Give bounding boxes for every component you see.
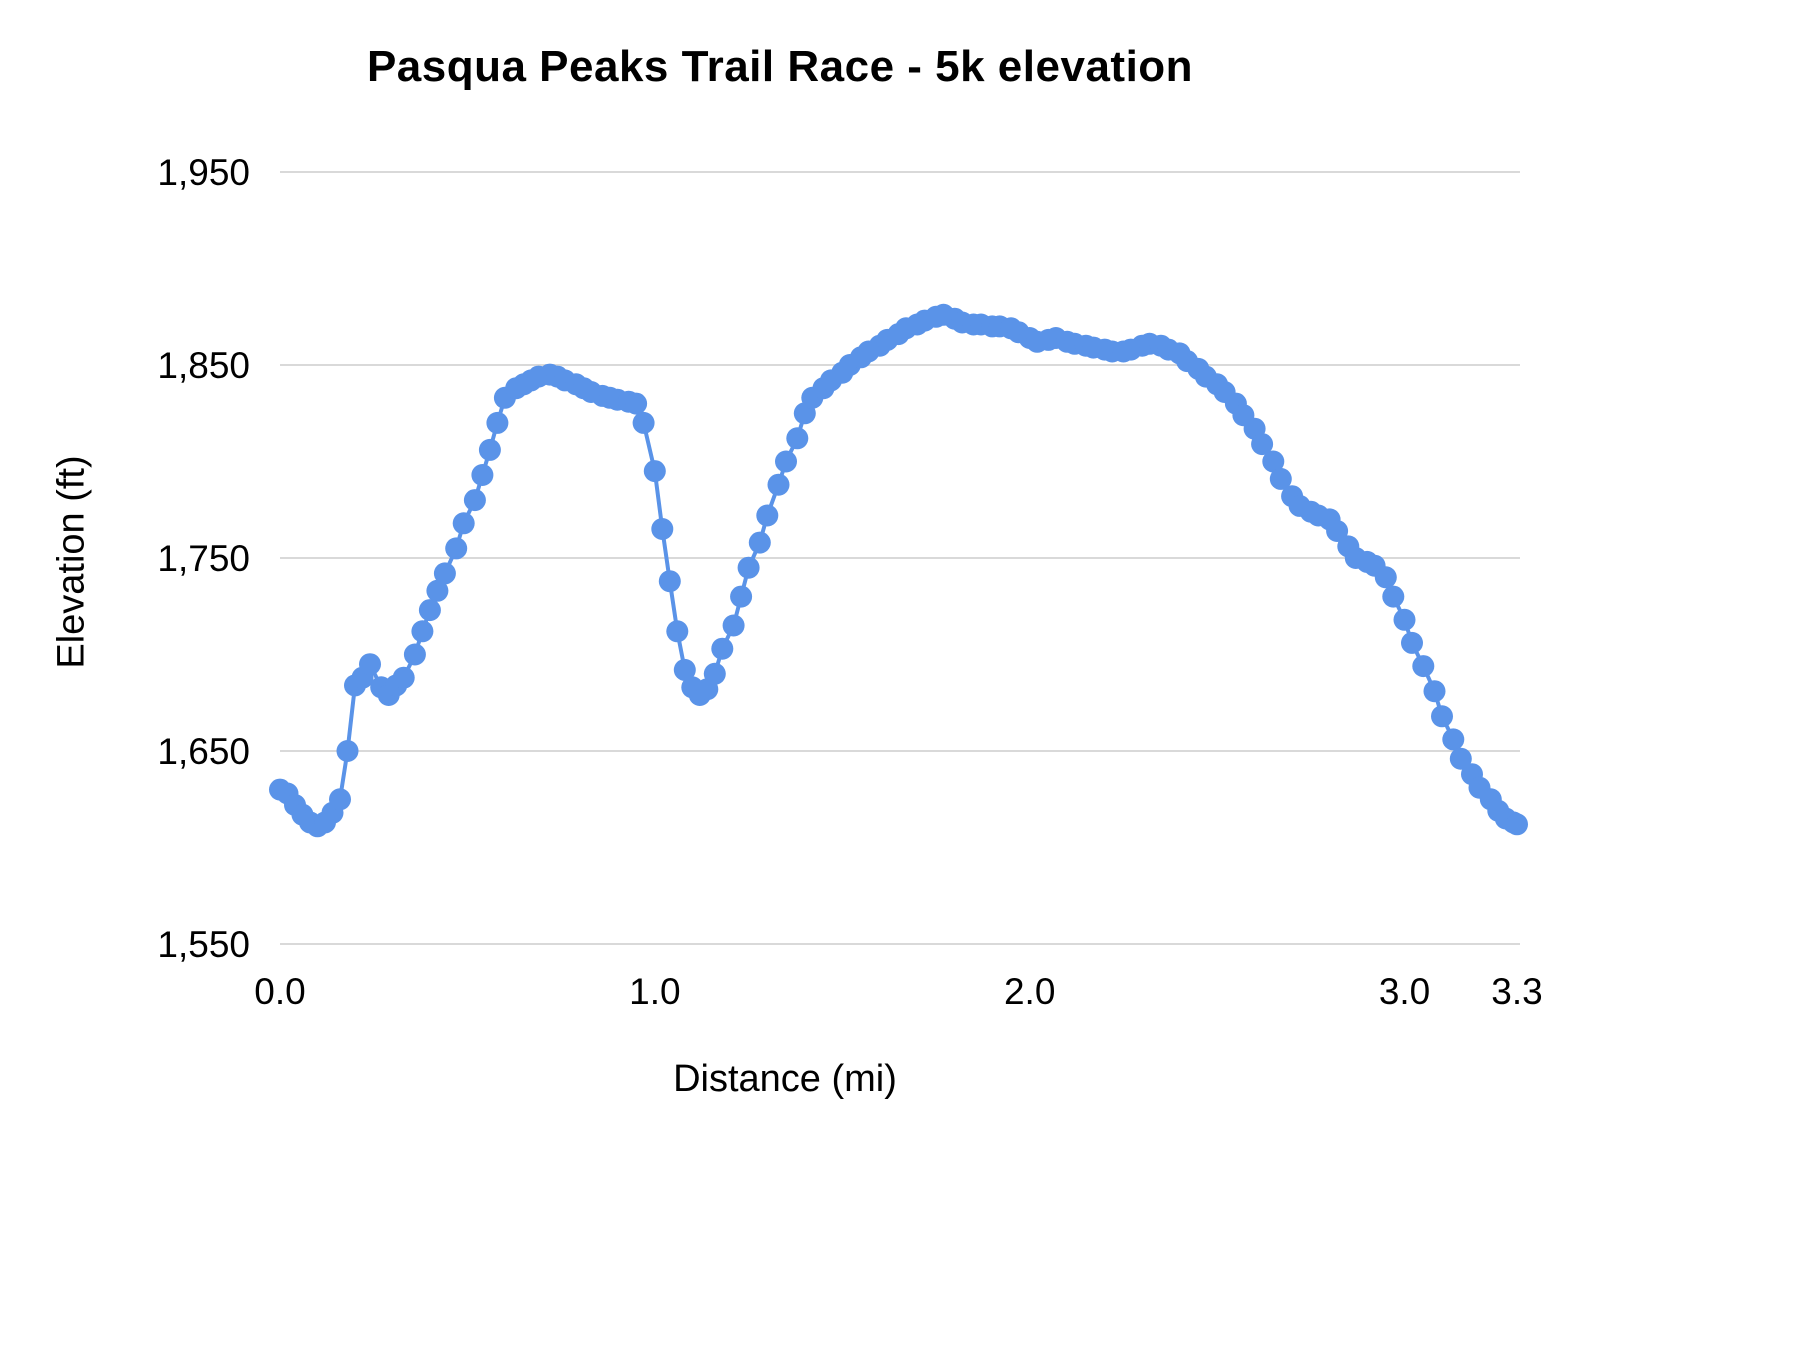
data-point [463, 489, 486, 512]
data-point [767, 473, 790, 496]
data-point [1401, 631, 1423, 654]
data-point [737, 556, 760, 579]
data-point [1374, 566, 1397, 589]
data-point [411, 620, 434, 643]
x-tick-label: 3.3 [1491, 971, 1542, 1012]
y-tick-label: 1,550 [157, 924, 250, 965]
data-point [748, 531, 771, 554]
data-point [433, 562, 456, 585]
data-point [336, 740, 359, 762]
data-point [651, 518, 674, 540]
data-point [775, 450, 797, 473]
data-point [1382, 585, 1405, 608]
data-point [478, 438, 501, 461]
data-point [471, 464, 494, 486]
data-point [452, 512, 475, 535]
chart-title: Pasqua Peaks Trail Race - 5k elevation [366, 42, 1194, 91]
data-point [486, 411, 509, 434]
data-point [392, 666, 415, 689]
data-point [711, 637, 734, 660]
data-point [1393, 608, 1416, 631]
data-point [730, 585, 753, 608]
data-point [359, 653, 381, 676]
data-point [632, 411, 655, 434]
x-tick-label: 0.0 [254, 971, 305, 1012]
data-point [1431, 705, 1453, 728]
data-point [1423, 680, 1446, 703]
data-point [643, 460, 666, 483]
data-point [1326, 520, 1349, 542]
data-point [445, 537, 468, 560]
data-point [1262, 450, 1285, 473]
y-tick-label: 1,850 [157, 345, 250, 386]
data-point [1449, 747, 1472, 770]
data-point [1412, 655, 1435, 678]
data-point [703, 662, 726, 685]
data-point [1251, 433, 1274, 456]
data-point [418, 599, 441, 622]
data-point [658, 570, 681, 593]
data-point [403, 643, 426, 666]
x-tick-label: 1.0 [629, 971, 680, 1012]
x-axis-label: Distance (mi) [673, 1058, 897, 1100]
data-point [426, 579, 449, 602]
y-tick-label: 1,950 [157, 152, 250, 193]
data-point [666, 620, 689, 643]
data-point [329, 788, 351, 811]
elevation-line [278, 312, 1519, 829]
y-tick-label: 1,750 [157, 538, 250, 579]
data-point [1442, 728, 1465, 751]
data-point [1506, 813, 1528, 836]
data-point [786, 427, 809, 450]
data-point [756, 504, 779, 527]
x-tick-label: 3.0 [1379, 971, 1430, 1012]
x-tick-label: 2.0 [1004, 971, 1055, 1012]
data-point [1269, 467, 1292, 490]
y-tick-label: 1,650 [157, 731, 250, 772]
data-point [722, 614, 745, 637]
data-point [625, 392, 648, 415]
data-point [673, 658, 696, 681]
